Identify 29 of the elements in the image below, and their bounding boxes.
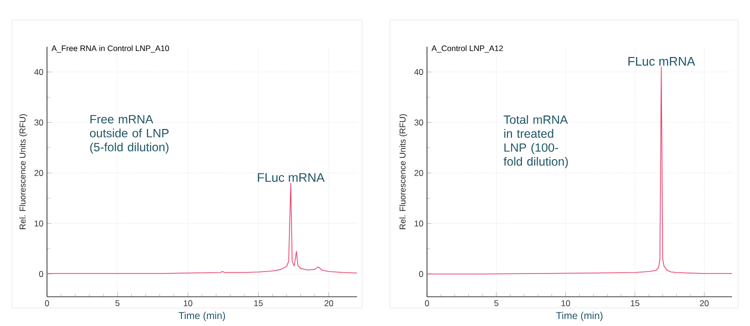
annotation: Total mRNA in treated LNP (100-fold dilution) [504, 115, 568, 168]
y-tick-label: 0 [419, 271, 424, 277]
y-tick-label: 0 [39, 271, 44, 277]
x-tick-label: 0 [424, 300, 430, 306]
line-series [426, 66, 732, 274]
x-tick-label: 15 [254, 300, 263, 306]
annotation: FLuc mRNA [258, 173, 325, 182]
y-tick-label: 40 [34, 68, 44, 75]
annotation: FLuc mRNA [628, 57, 696, 66]
x-axis-title: Time (min) [556, 312, 602, 322]
y-axis-title: Rel. Fluorescence Units (RFU) [399, 114, 408, 230]
x-tick-label: 5 [115, 300, 120, 306]
x-tick-label: 10 [184, 300, 192, 306]
y-tick-label: 10 [414, 220, 424, 226]
y-tick-label: 20 [414, 170, 424, 176]
y-tick-label: 10 [34, 220, 44, 226]
y-tick-label: 20 [34, 170, 44, 176]
y-axis-title: Rel. Fluorescence Units (RFU) [19, 114, 28, 230]
x-tick-label: 15 [630, 300, 640, 306]
x-tick-label: 0 [44, 300, 50, 306]
x-tick-label: 10 [562, 300, 570, 306]
y-tick-label: 30 [34, 119, 44, 126]
x-tick-label: 20 [324, 300, 334, 306]
x-tick-label: 5 [494, 300, 498, 306]
x-axis-title: Time (min) [178, 312, 225, 322]
y-tick-label: 30 [414, 119, 424, 126]
annotation: Free mRNA outside of LNP (5-fold dilution) [90, 115, 169, 154]
y-tick-label: 40 [414, 68, 424, 75]
x-tick-label: 20 [700, 300, 709, 306]
